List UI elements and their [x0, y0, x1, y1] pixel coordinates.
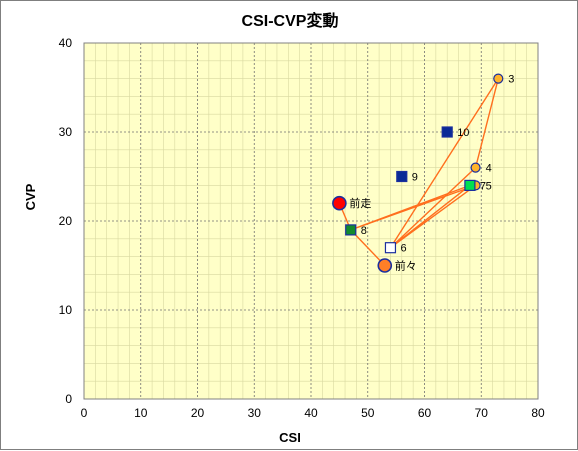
tick-labels: 0 10 20 30 40 50 60 70 80 0 10 20 30 40: [59, 36, 545, 420]
y-axis-label: CVP: [23, 183, 38, 210]
point-marker: [377, 258, 393, 273]
x-tick-label: 30: [248, 406, 262, 420]
point-marker: [396, 170, 408, 183]
point-label: 前々: [395, 259, 417, 273]
point-marker: [464, 179, 476, 191]
point-label: 5: [486, 180, 492, 192]
point-label: 8: [361, 225, 367, 237]
point-marker: [384, 242, 397, 254]
point-label: 7: [480, 180, 486, 192]
connector-line: [338, 78, 499, 266]
x-tick-label: 60: [418, 406, 432, 420]
point-marker: [493, 73, 504, 84]
point-label: 4: [486, 163, 492, 175]
x-tick-label: 50: [361, 406, 375, 420]
grid-lines: [83, 42, 539, 400]
chart-title: CSI-CVP変動: [242, 11, 339, 30]
point-label: 9: [412, 172, 418, 184]
x-tick-label: 40: [304, 406, 318, 420]
point-label: 3: [508, 74, 514, 86]
point-label: 6: [400, 243, 406, 255]
plot-border: [83, 42, 539, 400]
y-tick-label: 40: [59, 36, 73, 50]
point-marker: [345, 224, 357, 236]
x-tick-label: 80: [531, 406, 545, 420]
x-tick-label: 70: [475, 406, 489, 420]
point-label: 前走: [349, 196, 371, 210]
series-path: [338, 78, 499, 266]
y-tick-label: 0: [65, 392, 72, 406]
x-tick-label: 10: [134, 406, 148, 420]
y-tick-label: 30: [59, 125, 73, 139]
point-marker: [332, 195, 347, 211]
x-tick-label: 0: [81, 406, 88, 420]
y-tick-label: 10: [59, 303, 73, 317]
x-axis-label: CSI: [279, 430, 301, 445]
point-label: 10: [457, 127, 469, 139]
point-marker: [441, 126, 453, 138]
y-tick-label: 20: [59, 214, 73, 228]
point-marker: [470, 162, 481, 173]
x-tick-label: 20: [191, 406, 205, 420]
